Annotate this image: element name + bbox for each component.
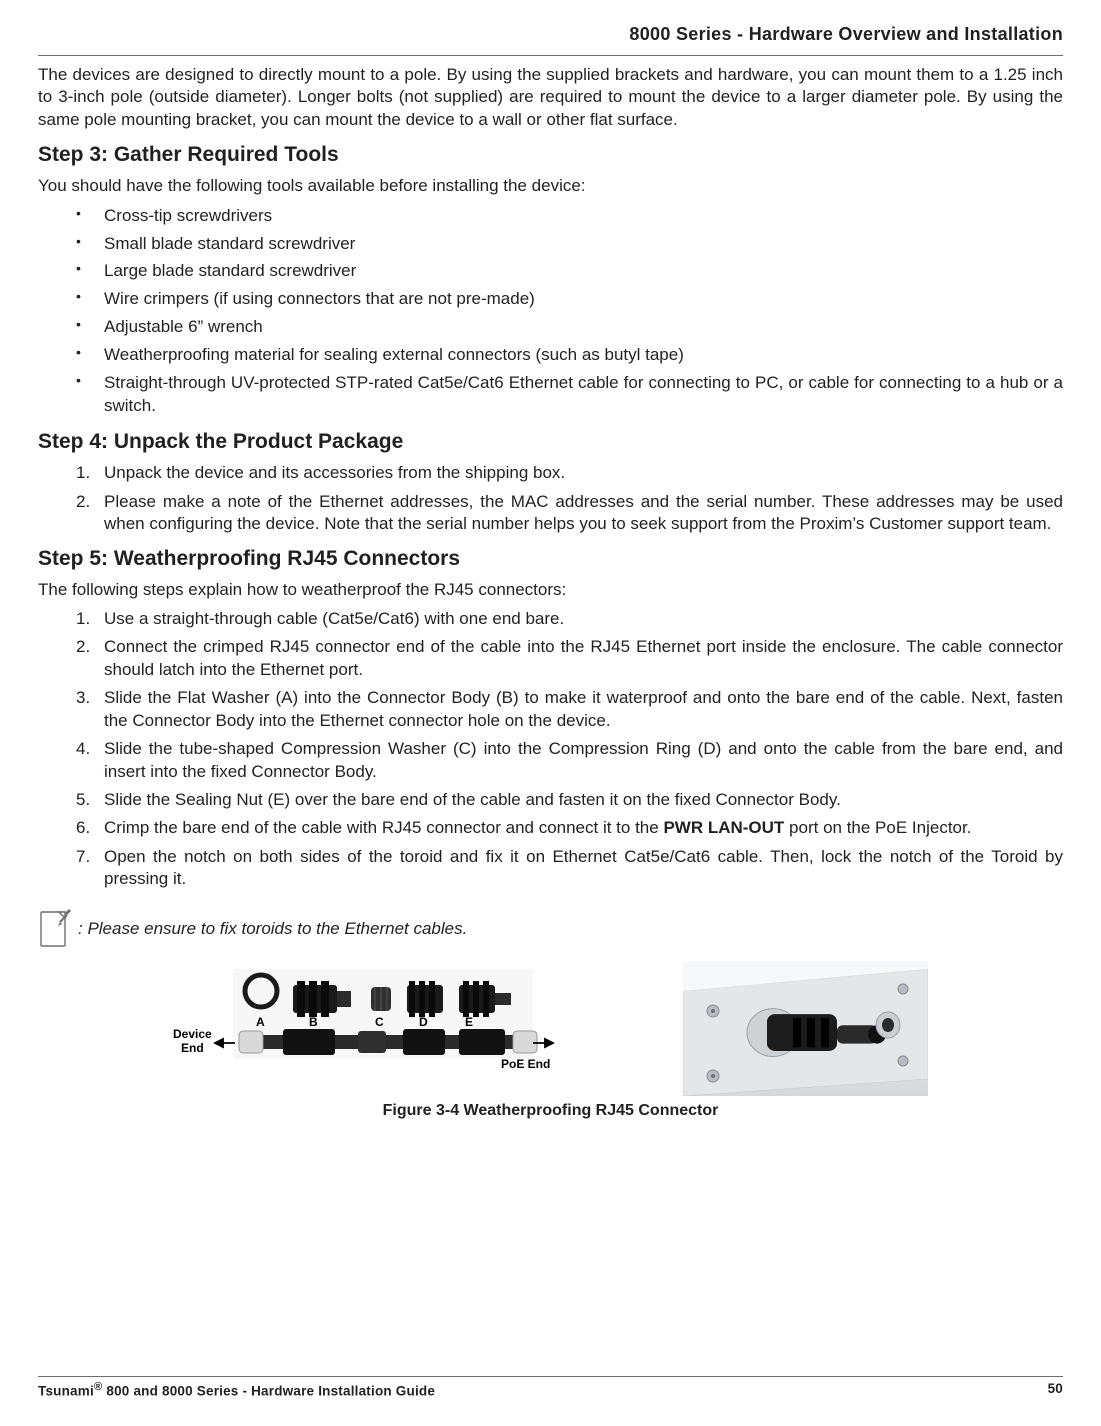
step4-list: Unpack the device and its accessories fr… <box>38 462 1063 535</box>
figure-row: A B C D E Device End PoE End <box>38 961 1063 1096</box>
step5-lead: The following steps explain how to weath… <box>38 579 1063 601</box>
list-item: Straight-through UV-protected STP-rated … <box>76 371 1063 419</box>
diagram-label-d: D <box>419 1015 428 1029</box>
step3-list: Cross-tip screwdrivers Small blade stand… <box>38 204 1063 418</box>
intro-paragraph: The devices are designed to directly mou… <box>38 64 1063 131</box>
text: port on the PoE Injector. <box>784 818 971 837</box>
diagram-label-b: B <box>309 1015 318 1029</box>
step4-heading: Step 4: Unpack the Product Package <box>38 430 1063 454</box>
pwr-lan-out-label: PWR LAN-OUT <box>663 818 784 837</box>
page: 8000 Series - Hardware Overview and Inst… <box>0 0 1101 1426</box>
list-item: Slide the Flat Washer (A) into the Conne… <box>76 687 1063 732</box>
footer-brand: Tsunami <box>38 1383 94 1398</box>
page-number: 50 <box>1048 1381 1063 1399</box>
list-item: Adjustable 6” wrench <box>76 315 1063 339</box>
list-item: Use a straight-through cable (Cat5e/Cat6… <box>76 608 1063 630</box>
list-item: Crimp the bare end of the cable with RJ4… <box>76 817 1063 839</box>
footer-left: Tsunami® 800 and 8000 Series - Hardware … <box>38 1381 435 1399</box>
step3-lead: You should have the following tools avai… <box>38 175 1063 197</box>
list-item: Large blade standard screwdriver <box>76 259 1063 283</box>
poe-end-label: PoE End <box>501 1057 550 1071</box>
list-item: Cross-tip screwdrivers <box>76 204 1063 228</box>
list-item: Small blade standard screwdriver <box>76 232 1063 256</box>
step5-heading: Step 5: Weatherproofing RJ45 Connectors <box>38 547 1063 571</box>
note-icon <box>38 909 72 949</box>
device-port-diagram <box>683 961 928 1096</box>
device-end-label2: End <box>181 1041 204 1055</box>
step3-heading: Step 3: Gather Required Tools <box>38 143 1063 167</box>
diagram-label-a: A <box>256 1015 265 1029</box>
list-item: Open the notch on both sides of the toro… <box>76 846 1063 891</box>
list-item: Connect the crimped RJ45 connector end o… <box>76 636 1063 681</box>
list-item: Unpack the device and its accessories fr… <box>76 462 1063 484</box>
diagram-label-e: E <box>465 1015 473 1029</box>
footer-title: 800 and 8000 Series - Hardware Installat… <box>102 1383 435 1398</box>
list-item: Please make a note of the Ethernet addre… <box>76 491 1063 536</box>
step5-list: Use a straight-through cable (Cat5e/Cat6… <box>38 608 1063 891</box>
connector-parts-diagram: A B C D E Device End PoE End <box>173 961 573 1096</box>
header-rule <box>38 55 1063 56</box>
page-footer: Tsunami® 800 and 8000 Series - Hardware … <box>38 1376 1063 1399</box>
text: Crimp the bare end of the cable with RJ4… <box>104 818 663 837</box>
note-row: : Please ensure to fix toroids to the Et… <box>38 909 1063 949</box>
note-text: : Please ensure to fix toroids to the Et… <box>78 919 467 939</box>
footer-rule <box>38 1376 1063 1377</box>
list-item: Slide the Sealing Nut (E) over the bare … <box>76 789 1063 811</box>
device-end-label: Device <box>173 1027 212 1041</box>
list-item: Wire crimpers (if using connectors that … <box>76 287 1063 311</box>
diagram-label-c: C <box>375 1015 384 1029</box>
list-item: Weatherproofing material for sealing ext… <box>76 343 1063 367</box>
list-item: Slide the tube-shaped Compression Washer… <box>76 738 1063 783</box>
figure-caption: Figure 3-4 Weatherproofing RJ45 Connecto… <box>38 1102 1063 1120</box>
running-header: 8000 Series - Hardware Overview and Inst… <box>38 24 1063 55</box>
